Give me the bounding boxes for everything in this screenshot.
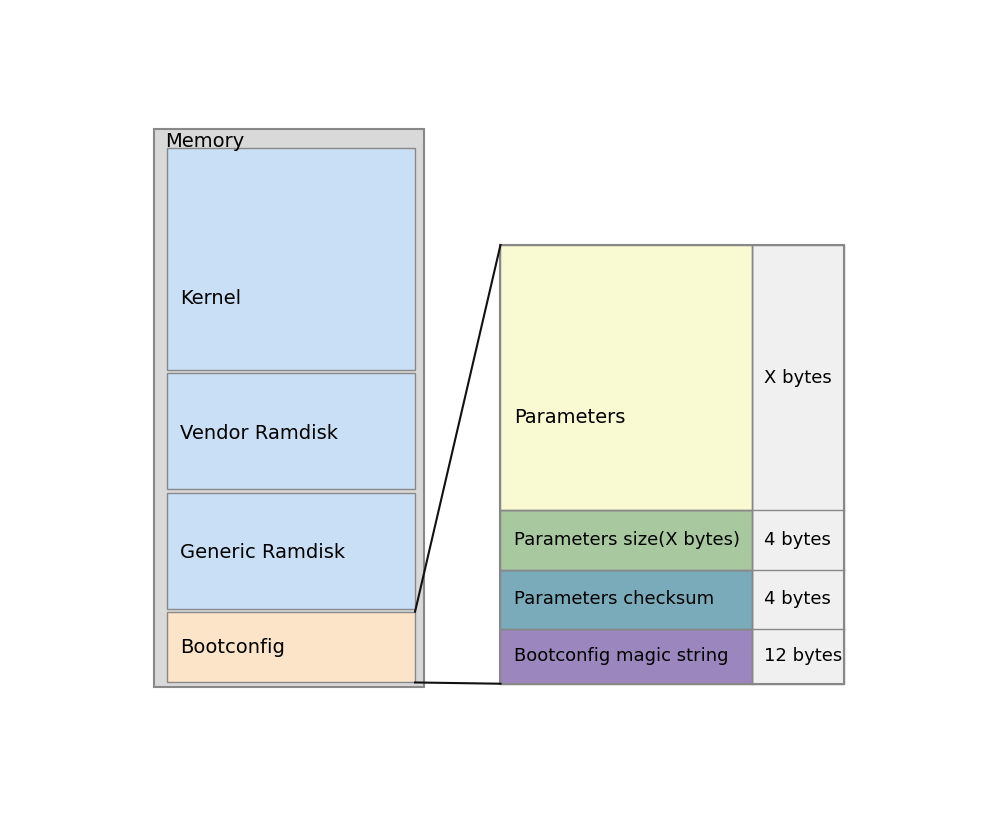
Text: Bootconfig magic string: Bootconfig magic string <box>515 647 729 665</box>
Bar <box>501 245 843 684</box>
Text: 12 bytes: 12 bytes <box>764 647 842 665</box>
Text: Kernel: Kernel <box>180 289 241 308</box>
Bar <box>154 129 424 687</box>
Text: 4 bytes: 4 bytes <box>764 531 830 549</box>
Text: Parameters checksum: Parameters checksum <box>515 590 714 608</box>
Bar <box>167 611 415 682</box>
Text: Parameters size(X bytes): Parameters size(X bytes) <box>515 531 740 549</box>
Bar <box>167 148 415 370</box>
Bar <box>167 492 415 609</box>
Text: Generic Ramdisk: Generic Ramdisk <box>180 543 345 562</box>
Text: Vendor Ramdisk: Vendor Ramdisk <box>180 423 338 443</box>
Bar <box>752 245 843 684</box>
Bar <box>501 570 752 629</box>
Bar <box>167 374 415 489</box>
Text: Bootconfig: Bootconfig <box>180 638 285 658</box>
Text: Memory: Memory <box>165 132 244 151</box>
Bar <box>501 629 752 684</box>
Text: Parameters: Parameters <box>515 408 626 427</box>
Bar <box>501 245 752 510</box>
Text: X bytes: X bytes <box>764 369 831 387</box>
Bar <box>501 510 752 570</box>
Text: 4 bytes: 4 bytes <box>764 590 830 608</box>
